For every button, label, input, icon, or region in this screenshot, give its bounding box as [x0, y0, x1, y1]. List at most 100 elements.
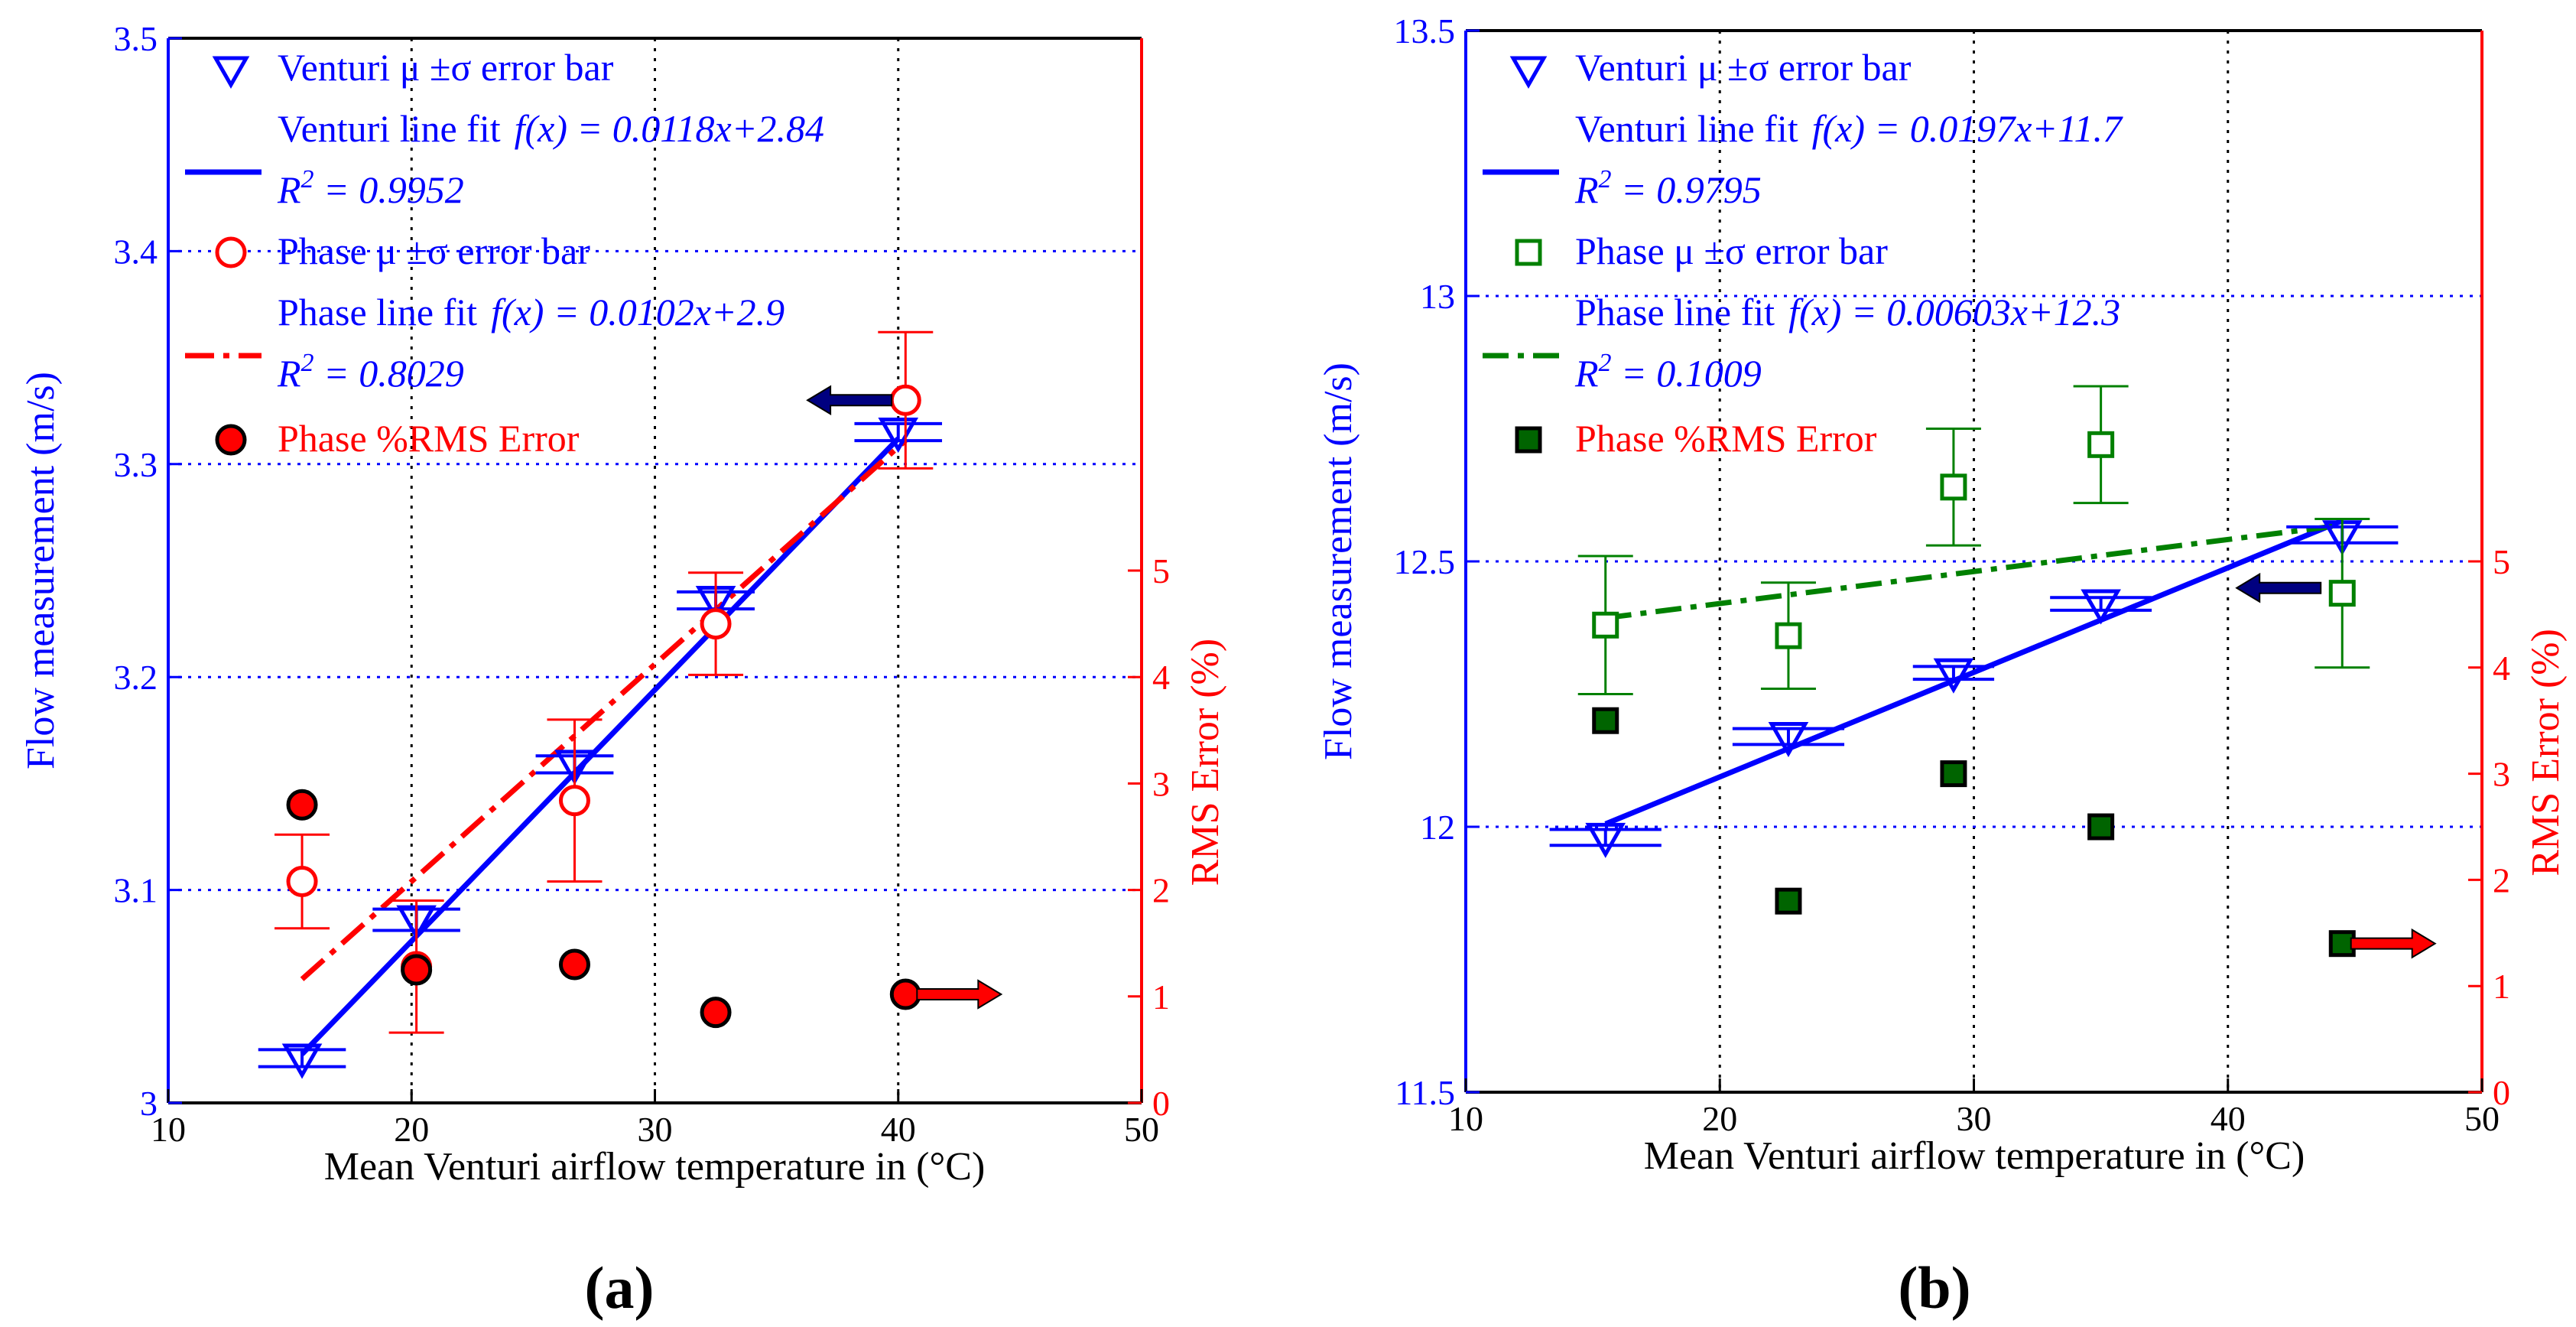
- y-tick-label: 3.2: [114, 658, 158, 697]
- rms-marker: [286, 789, 318, 821]
- arrow-left-icon: [806, 385, 893, 416]
- x-axis-title: Mean Venturi airflow temperature in (°C): [324, 1145, 986, 1189]
- phase-fit-line: [300, 438, 908, 981]
- y-tick-label: 11.5: [1395, 1073, 1455, 1112]
- x-tick-label: 50: [1124, 1110, 1159, 1149]
- legend-phase-r2: R2 = 0.8029: [277, 349, 464, 395]
- legend-rms-marker: [215, 424, 247, 456]
- y-tick-label: 3.1: [114, 871, 158, 910]
- legend-rms-marker: [1515, 426, 1542, 454]
- rms-marker: [1940, 760, 1967, 788]
- venturi-fit-line: [1604, 518, 2344, 827]
- y-tick-label: 3.3: [114, 445, 158, 484]
- x-tick-label: 20: [1702, 1099, 1737, 1138]
- legend-phase-fit-label: Phase line fit f(x) = 0.00603x+12.3: [1575, 291, 2120, 333]
- venturi-marker: [1585, 822, 1626, 858]
- y2-tick-label: 5: [1152, 551, 1170, 590]
- legend-phase-r2-value: = 0.8029: [314, 352, 464, 395]
- y2-tick-label: 0: [1152, 1084, 1170, 1123]
- legend: Venturi μ ±σ error bar Venturi line fit f(…: [1483, 46, 2123, 460]
- rms-marker: [558, 948, 590, 981]
- phase-marker: [2087, 431, 2115, 458]
- legend-venturi-r2-sup: 2: [1599, 165, 1612, 194]
- legend-phase-r2-base: R: [1574, 352, 1599, 395]
- venturi-marker: [2081, 589, 2121, 625]
- y-tick-label: 13.5: [1394, 11, 1456, 50]
- legend-venturi-fit-name: Venturi line fit: [278, 107, 501, 150]
- legend-venturi-r2-value: = 0.9795: [1612, 168, 1762, 211]
- rms-marker: [889, 978, 921, 1010]
- y2-tick-label: 1: [2493, 967, 2510, 1006]
- legend-venturi-fit-name: Venturi line fit: [1575, 107, 1798, 150]
- y-axis-title: Flow measurement (m/s): [19, 372, 63, 769]
- legend-phase-fit-name: Phase line fit: [1575, 291, 1775, 333]
- y2-tick-label: 2: [1152, 871, 1170, 910]
- arrow-left-icon: [2235, 572, 2322, 603]
- legend-phase-fit-equation: f(x) = 0.0102x+2.9: [491, 291, 784, 333]
- y2-tick-label: 0: [2493, 1073, 2510, 1112]
- y2-axis-title: RMS Error (%): [1184, 639, 1227, 886]
- phase-marker: [558, 785, 590, 817]
- legend-venturi-r2: R2 = 0.9952: [277, 165, 464, 211]
- y-tick-label: 12.5: [1394, 542, 1456, 581]
- phase-marker: [1940, 473, 1967, 501]
- legend: Venturi μ ±σ error bar Venturi line fit f(…: [185, 46, 824, 460]
- legend-venturi-r2-base: R: [277, 168, 301, 211]
- chart-panel-a: 10 20 30 40 50 3 3.1 3.2 3.3 3.4 3.5 0 1 2 3 4 5 Mean Ven…: [19, 19, 1227, 1321]
- x-tick-label: 20: [394, 1110, 429, 1149]
- legend-phase-r2: R2 = 0.1009: [1574, 349, 1762, 395]
- rms-marker: [401, 954, 433, 986]
- legend-venturi-marker: [212, 56, 250, 89]
- legend-rms-label: Phase %RMS Error: [278, 417, 580, 460]
- legend-phase-marker: [1515, 239, 1542, 266]
- x-tick-label: 10: [151, 1110, 186, 1149]
- arrow-right-icon: [2350, 928, 2437, 959]
- x-tick-label: 50: [2464, 1099, 2500, 1138]
- legend-venturi-fit-label: Venturi line fit f(x) = 0.0118x+2.84: [278, 107, 824, 150]
- venturi-marker: [1768, 722, 1809, 758]
- legend-phase-r2-base: R: [277, 352, 301, 395]
- legend-phase-r2-value: = 0.1009: [1612, 352, 1762, 395]
- rms-marker: [1775, 887, 1802, 915]
- x-tick-label: 40: [881, 1110, 916, 1149]
- legend-phase-marker: [215, 236, 247, 268]
- phase-marker: [889, 384, 921, 416]
- y2-tick-label: 3: [2493, 755, 2510, 794]
- legend-venturi-r2-base: R: [1574, 168, 1599, 211]
- x-tick-label: 30: [1957, 1099, 1992, 1138]
- y-tick-label: 3: [140, 1084, 158, 1123]
- y-tick-label: 3.5: [114, 19, 158, 58]
- phase-marker: [2328, 580, 2356, 607]
- legend-venturi-fit-equation: f(x) = 0.0197x+11.7: [1812, 107, 2123, 150]
- rms-marker: [2087, 813, 2115, 841]
- legend-phase-r2-sup: 2: [301, 349, 314, 377]
- legend-phase-fit-label: Phase line fit f(x) = 0.0102x+2.9: [278, 291, 784, 333]
- legend-rms-label: Phase %RMS Error: [1575, 417, 1877, 460]
- y2-tick-label: 5: [2493, 542, 2510, 581]
- legend-venturi-label: Venturi μ ±σ error bar: [278, 46, 614, 89]
- legend-venturi-r2: R2 = 0.9795: [1574, 165, 1762, 211]
- x-axis-title: Mean Venturi airflow temperature in (°C): [1644, 1134, 2305, 1178]
- phase-marker: [286, 865, 318, 897]
- legend-phase-fit-equation: f(x) = 0.00603x+12.3: [1788, 291, 2120, 333]
- legend-venturi-label: Venturi μ ±σ error bar: [1575, 46, 1912, 89]
- x-tick-label: 30: [638, 1110, 673, 1149]
- panel-label: (b): [1898, 1254, 1970, 1321]
- legend-phase-fit-name: Phase line fit: [278, 291, 477, 333]
- rms-marker: [1592, 707, 1619, 734]
- phase-marker: [700, 608, 732, 640]
- venturi-marker: [281, 1043, 323, 1079]
- arrow-right-icon: [916, 979, 1003, 1010]
- legend-phase-r2-sup: 2: [1599, 349, 1612, 377]
- phase-fit-line: [1605, 522, 2343, 621]
- y-axis-title: Flow measurement (m/s): [1317, 363, 1360, 760]
- y2-tick-label: 4: [2493, 649, 2510, 688]
- legend-phase-label: Phase μ ±σ error bar: [278, 229, 590, 272]
- y2-axis-title: RMS Error (%): [2524, 629, 2568, 877]
- rms-marker: [700, 997, 732, 1029]
- legend-venturi-r2-sup: 2: [301, 165, 314, 194]
- y-tick-label: 3.4: [114, 232, 158, 271]
- venturi-marker: [1933, 658, 1974, 694]
- phase-marker: [1592, 611, 1619, 639]
